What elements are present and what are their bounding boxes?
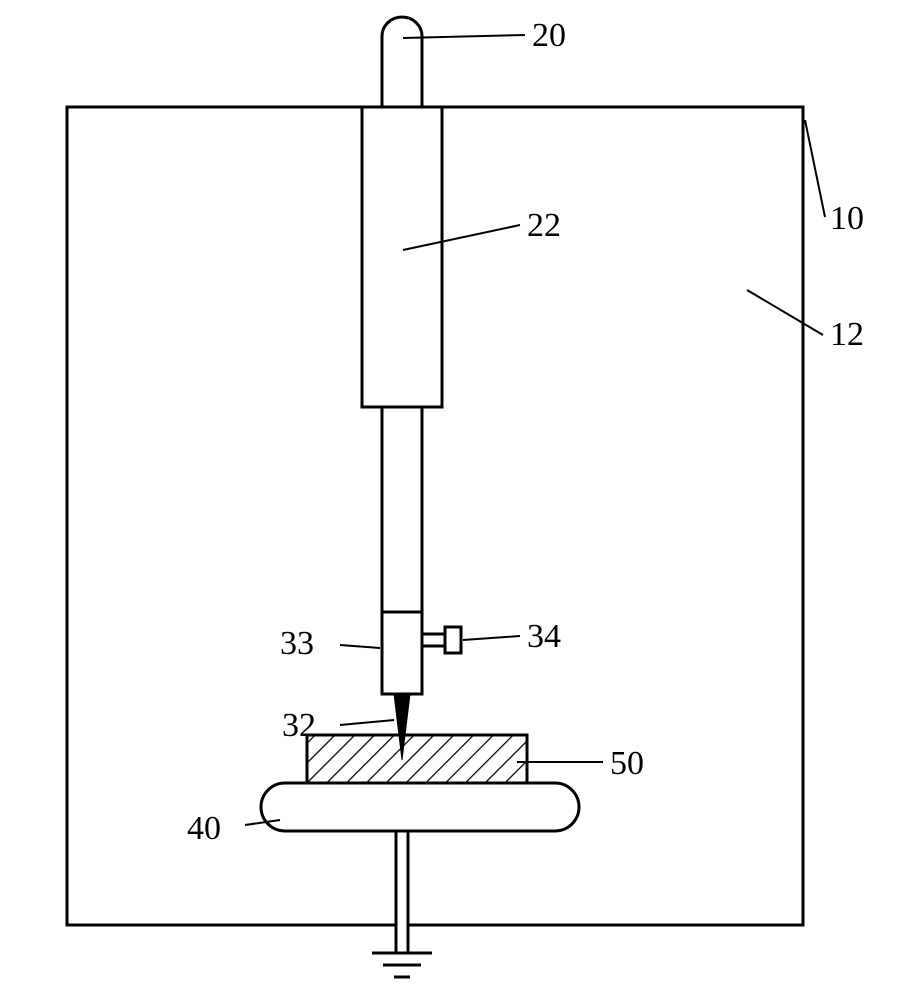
ground-symbol [372, 953, 432, 977]
main-cylinder [362, 107, 442, 407]
bolt-shaft [422, 634, 445, 646]
diagram-canvas: 20 22 10 12 33 34 32 50 40 [0, 0, 908, 1000]
sample-block [307, 735, 527, 783]
ground-rod [396, 831, 408, 953]
label-40: 40 [187, 810, 221, 848]
label-32: 32 [282, 707, 316, 745]
top-cylinder [382, 17, 422, 107]
label-12: 12 [830, 316, 864, 354]
needle-holder [382, 612, 422, 694]
bolt-head [445, 627, 461, 653]
stage-platform [261, 783, 579, 831]
label-20: 20 [532, 17, 566, 55]
label-33: 33 [280, 625, 314, 663]
mid-rod [382, 407, 422, 612]
label-34: 34 [527, 618, 561, 656]
label-10: 10 [830, 200, 864, 238]
leader-lines [245, 35, 825, 825]
label-50: 50 [610, 745, 644, 783]
schematic-svg [0, 0, 908, 1000]
label-22: 22 [527, 207, 561, 245]
